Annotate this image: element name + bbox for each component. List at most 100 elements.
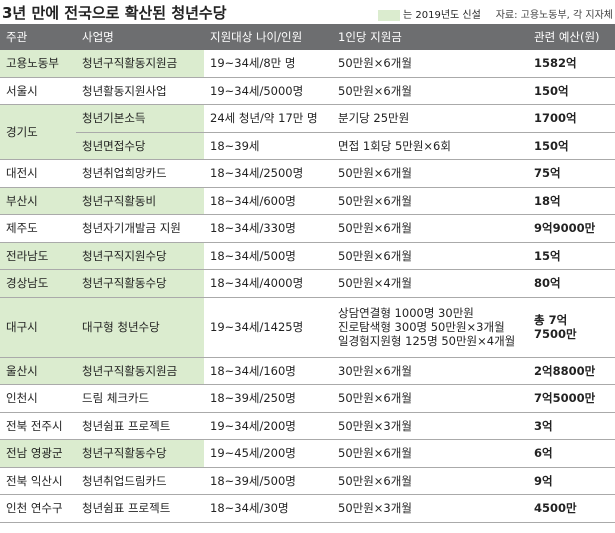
org-cell: 울산시: [0, 357, 76, 385]
table-row: 인천 연수구 청년쉼표 프로젝트 18~34세/30명 50만원×3개월 4500만: [0, 494, 615, 523]
target-cell: 19~45세/200명: [204, 439, 332, 468]
amount-cell: 50만원×6개월: [332, 77, 528, 105]
table-row: 전라남도 청년구직지원수당 18~34세/500명 50만원×6개월 15억: [0, 242, 615, 270]
budget-line: 1582억: [534, 56, 577, 71]
table-row: 대구시 대구형 청년수당 19~34세/1425명 상담연결형 1000명 30만원 진…: [0, 297, 615, 358]
amount-cell: 50만원×3개월: [332, 412, 528, 440]
table-row: 서울시 청년활동지원사업 19~34세/5000명 50만원×6개월 150억: [0, 77, 615, 105]
budget-line: 18억: [534, 193, 561, 208]
budget-line: 7억5000만: [534, 391, 596, 406]
budget-line: 9억: [534, 473, 553, 488]
budget-line: 15억: [534, 248, 561, 263]
table-row: 고용노동부 청년구직활동지원금 19~34세/8만 명 50만원×6개월 1582억: [0, 50, 615, 78]
amount-cell: 50만원×6개월: [332, 384, 528, 413]
budget-line: 150억: [534, 138, 569, 153]
column-header: 지원대상 나이/인원: [204, 24, 332, 50]
source: 자료: 고용노동부, 각 지자체: [495, 10, 613, 21]
legend-swatch: [378, 9, 400, 21]
amount-line: 50만원×6개월: [338, 473, 412, 488]
target-cell: 18~39세/500명: [204, 467, 332, 495]
budget-cell: 6억: [528, 439, 615, 468]
amount-line: 50만원×4개월: [338, 276, 412, 291]
table-row: 부산시 청년구직활동비 18~34세/600명 50만원×6개월 18억: [0, 187, 615, 215]
column-header: 사업명: [76, 24, 204, 50]
amount-cell: 50만원×6개월: [332, 50, 528, 78]
program-cell: 청년쉼표 프로젝트: [76, 494, 204, 523]
target-cell: 19~34세/8만 명: [204, 50, 332, 78]
budget-line: 2억8800만: [534, 363, 596, 378]
amount-cell: 50만원×6개월: [332, 439, 528, 468]
target-cell: 19~34세/1425명: [204, 297, 332, 358]
program-cell: 청년쉼표 프로젝트: [76, 412, 204, 440]
amount-line: 일경험지원형 125명 50만원×4개월: [338, 334, 516, 348]
budget-cell: 75억: [528, 159, 615, 188]
target-cell: 18~34세/30명: [204, 494, 332, 523]
budget-cell: 1582억: [528, 50, 615, 78]
budget-line: 7500만: [534, 327, 577, 341]
org-cell: 전라남도: [0, 242, 76, 270]
target-cell: 18~34세/4000명: [204, 269, 332, 298]
amount-line: 50만원×6개월: [338, 221, 412, 236]
org-cell: 전남 영광군: [0, 439, 76, 468]
budget-line: 150억: [534, 83, 569, 98]
title: 3년 만에 전국으로 확산된 청년수당: [2, 4, 227, 22]
program-cell: 대구형 청년수당: [76, 297, 204, 358]
program-cell: 드림 체크카드: [76, 384, 204, 413]
amount-line: 50만원×6개월: [338, 166, 412, 181]
header-row: 주관 사업명 지원대상 나이/인원 1인당 지원금 관련 예산(원): [0, 24, 615, 50]
table-row: 경기도 청년기본소득 24세 청년/약 17만 명 분기당 25만원 1700억: [0, 104, 615, 160]
column-header: 관련 예산(원): [528, 24, 615, 50]
amount-line: 50만원×6개월: [338, 56, 412, 71]
target-cell: 18~39세/250명: [204, 384, 332, 413]
program-cell: 청년취업희망카드: [76, 159, 204, 188]
amount-line: 상담연결형 1000명 30만원: [338, 306, 474, 320]
amount-line: 30만원×6개월: [338, 363, 412, 378]
program-cell: 청년구직활동지원금: [76, 50, 204, 78]
org-cell: 서울시: [0, 77, 76, 105]
table-row: 경상남도 청년구직활동수당 18~34세/4000명 50만원×4개월 80억: [0, 269, 615, 298]
org-cell: 부산시: [0, 187, 76, 215]
amount-line: 50만원×3개월: [338, 501, 412, 516]
program-cell: 청년활동지원사업: [76, 77, 204, 105]
budget-line: 3억: [534, 418, 553, 433]
program-cell: 청년구직활동수당: [76, 269, 204, 298]
amount-line: 면접 1회당 5만원×6회: [338, 138, 451, 153]
target-cell: 18~34세/2500명: [204, 159, 332, 188]
budget-cell: 15억: [528, 242, 615, 270]
amount-line: 50만원×3개월: [338, 418, 412, 433]
table-row: 전남 영광군 청년구직활동수당 19~45세/200명 50만원×6개월 6억: [0, 439, 615, 468]
org-cell: 인천 연수구: [0, 494, 76, 523]
org-cell: 경기도: [0, 104, 76, 160]
program-cell: 청년구직활동지원금: [76, 357, 204, 385]
table-row: 인천시 드림 체크카드 18~39세/250명 50만원×6개월 7억5000만: [0, 384, 615, 413]
budget-cell: 7억5000만: [528, 384, 615, 413]
amount-cell: 50만원×4개월: [332, 269, 528, 298]
target-cell: 18~34세/600명: [204, 187, 332, 215]
org-cell: 전북 전주시: [0, 412, 76, 440]
budget-cell: 150억: [528, 132, 615, 160]
table-row: 제주도 청년자기개발금 지원 18~34세/330명 50만원×6개월 9억9000만: [0, 214, 615, 243]
budget-cell: 2억8800만: [528, 357, 615, 385]
budget-cell: 150억: [528, 77, 615, 105]
column-header: 1인당 지원금: [332, 24, 528, 50]
target-cell: 24세 청년/약 17만 명: [204, 104, 332, 133]
budget-cell: 18억: [528, 187, 615, 215]
amount-cell: 50만원×6개월: [332, 187, 528, 215]
budget-cell: 3억: [528, 412, 615, 440]
table-row: 전북 전주시 청년쉼표 프로젝트 19~34세/200명 50만원×3개월 3억: [0, 412, 615, 440]
budget-cell: 총 7억 7500만: [528, 297, 615, 358]
amount-line: 50만원×6개월: [338, 391, 412, 406]
program-cell: 청년구직활동비: [76, 187, 204, 215]
org-cell: 고용노동부: [0, 50, 76, 78]
budget-cell: 1700억: [528, 104, 615, 133]
table-row: 청년면접수당 18~39세 면접 1회당 5만원×6회 150억: [0, 132, 615, 160]
amount-cell: 50만원×6개월: [332, 242, 528, 270]
budget-line: 6억: [534, 446, 553, 461]
budget-line: 1700억: [534, 111, 577, 126]
amount-cell: 분기당 25만원: [332, 104, 528, 133]
table: 주관 사업명 지원대상 나이/인원 1인당 지원금 관련 예산(원) 고용노동부 청년구직…: [0, 24, 615, 523]
program-cell: 청년면접수당: [76, 132, 204, 160]
target-cell: 18~34세/500명: [204, 242, 332, 270]
budget-cell: 9억: [528, 467, 615, 495]
